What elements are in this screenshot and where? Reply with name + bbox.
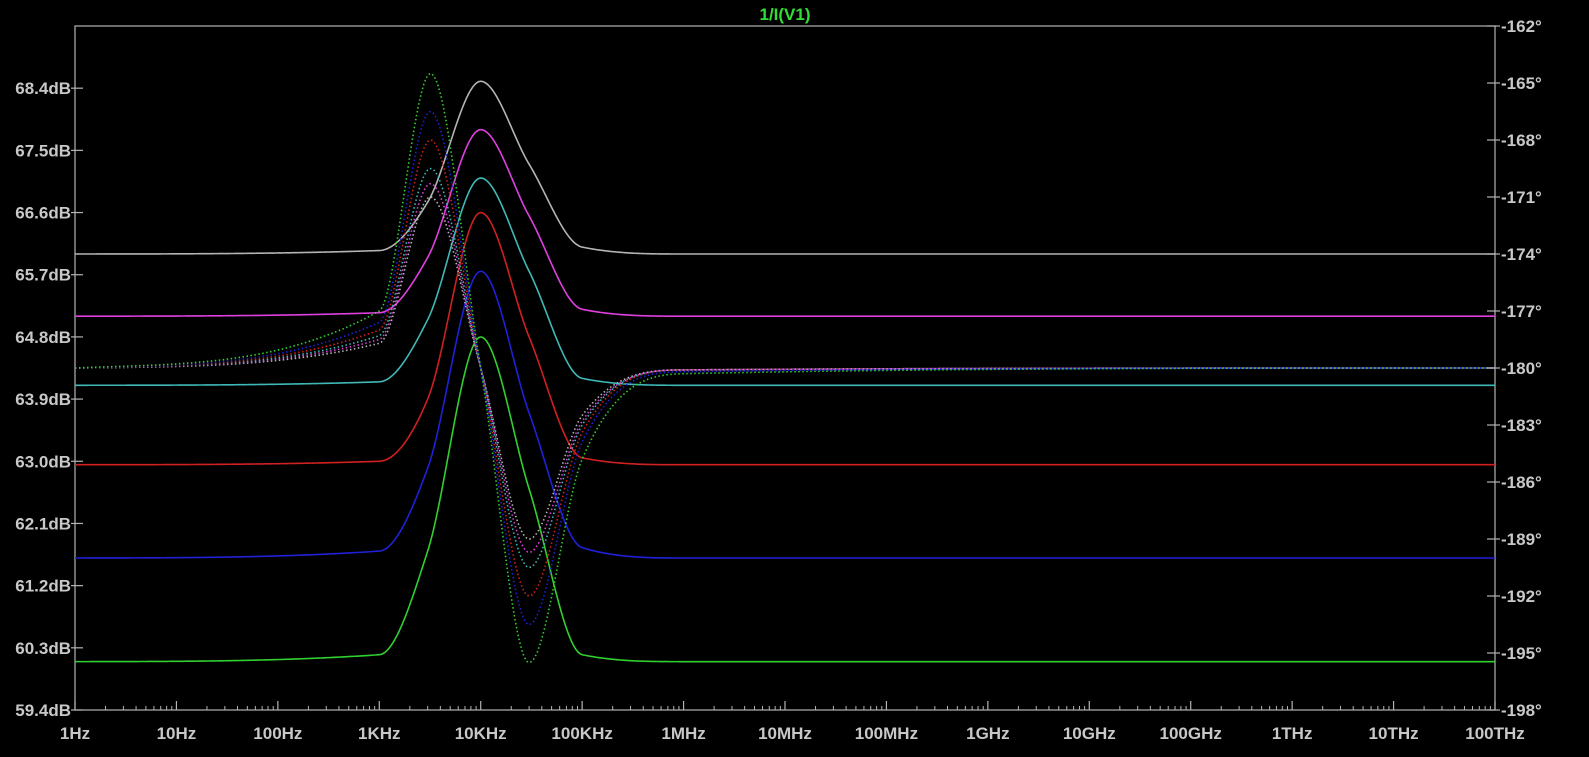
x-tick-label: 100KHz	[551, 724, 612, 743]
phase-series-6	[74, 72, 1495, 664]
y-left-tick-label: 67.5dB	[15, 141, 71, 160]
phase-series-5	[74, 110, 1495, 626]
y-right-tick-label: -198°	[1501, 701, 1542, 720]
x-tick-label: 10THz	[1369, 724, 1419, 743]
y-left-tick-label: 62.1dB	[15, 514, 71, 533]
y-left-tick-label: 63.9dB	[15, 390, 71, 409]
x-tick-label: 10Hz	[157, 724, 197, 743]
x-tick-label: 100MHz	[855, 724, 918, 743]
y-right-tick-label: -171°	[1501, 188, 1542, 207]
phase-series-3	[74, 167, 1495, 569]
x-tick-label: 1GHz	[966, 724, 1009, 743]
x-tick-label: 1THz	[1272, 724, 1313, 743]
y-left-tick-label: 65.7dB	[15, 266, 71, 285]
axis-layer: 1Hz 10Hz 100Hz 1KHz 10KHz 100KHz 1MHz 10MHz 100M…	[15, 17, 1542, 743]
magnitude-series-6	[74, 336, 1495, 663]
y-right-tick-label: -162°	[1501, 17, 1542, 36]
y-left-tick-label: 63.0dB	[15, 452, 71, 471]
y-right-tick-label: -174°	[1501, 245, 1542, 264]
y-right-tick-label: -183°	[1501, 416, 1542, 435]
y-right-tick-label: -180°	[1501, 359, 1542, 378]
y-right-tick-label: -192°	[1501, 587, 1542, 606]
x-tick-label: 1KHz	[358, 724, 401, 743]
y-left-tick-label: 61.2dB	[15, 577, 71, 596]
series-layer	[74, 72, 1495, 664]
y-right-tick-label: -165°	[1501, 74, 1542, 93]
x-tick-label: 100Hz	[253, 724, 302, 743]
y-left-tick-label: 66.6dB	[15, 204, 71, 223]
y-left-tick-label: 59.4dB	[15, 701, 71, 720]
x-tick-label: 1MHz	[661, 724, 705, 743]
chart-title: 1/I(V1)	[759, 5, 810, 24]
y-left-tick-label: 68.4dB	[15, 79, 71, 98]
magnitude-series-2	[75, 128, 1495, 317]
y-right-tick-label: -177°	[1501, 302, 1542, 321]
magnitude-series-3	[75, 177, 1495, 387]
y-left-tick-label: 60.3dB	[15, 639, 71, 658]
magnitude-series-1	[75, 80, 1495, 255]
x-tick-label: 10MHz	[758, 724, 812, 743]
magnitude-series-5	[75, 270, 1495, 559]
x-tick-label: 100GHz	[1160, 724, 1222, 743]
y-right-tick-label: -186°	[1501, 473, 1542, 492]
x-tick-label: 10GHz	[1063, 724, 1116, 743]
magnitude-series-4	[75, 211, 1495, 466]
x-tick-label: 100THz	[1465, 724, 1525, 743]
y-left-tick-label: 64.8dB	[15, 328, 71, 347]
y-right-tick-label: -189°	[1501, 530, 1542, 549]
x-tick-label: 1Hz	[60, 724, 90, 743]
phase-series-1	[74, 196, 1495, 540]
x-tick-label: 10KHz	[455, 724, 507, 743]
y-right-tick-label: -168°	[1501, 131, 1542, 150]
y-right-tick-label: -195°	[1501, 644, 1542, 663]
phase-series-4	[74, 139, 1495, 597]
